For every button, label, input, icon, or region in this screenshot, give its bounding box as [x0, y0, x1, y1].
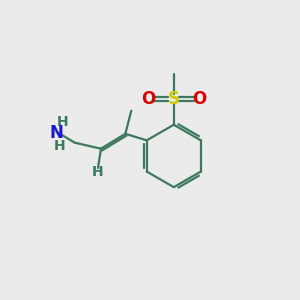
Text: H: H — [57, 115, 69, 129]
Text: H: H — [54, 139, 65, 153]
Text: S: S — [168, 90, 180, 108]
Text: O: O — [141, 90, 155, 108]
Text: N: N — [50, 124, 63, 142]
Text: O: O — [192, 90, 206, 108]
Text: H: H — [92, 165, 104, 179]
